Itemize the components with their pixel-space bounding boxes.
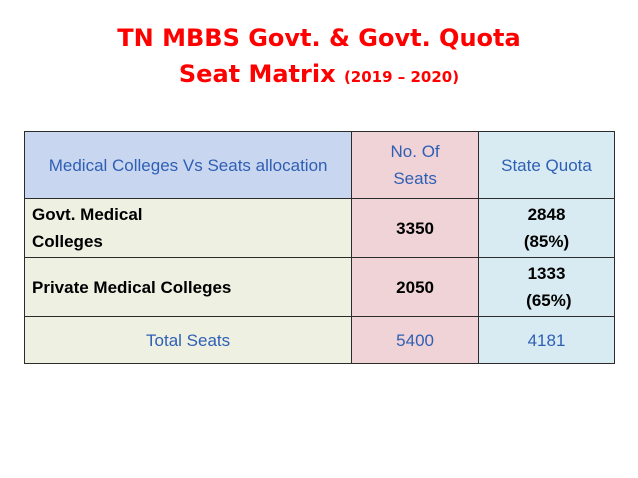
table-header-row: Medical Colleges Vs Seats allocation No.…: [23, 131, 616, 199]
header-quota: State Quota: [477, 131, 616, 199]
slide-title: TN MBBS Govt. & Govt. Quota: [117, 24, 521, 52]
header-seats-line1: No. Of: [390, 142, 440, 161]
subtitle-years: (2019 – 2020): [343, 68, 460, 86]
row-seats-govt: 3350: [351, 198, 479, 258]
total-quota: 4181: [477, 316, 616, 364]
total-seats: 5400: [351, 316, 479, 364]
row-quota-percent: (65%): [521, 291, 572, 310]
row-label-line2: Colleges: [32, 232, 103, 251]
row-label-private: Private Medical Colleges: [23, 257, 353, 317]
row-quota-value: 2848: [527, 205, 566, 224]
row-quota-private: 1333 (65%): [477, 257, 616, 317]
table-row: Govt. Medical Colleges 3350 2848 (85%): [23, 198, 616, 258]
table-total-row: Total Seats 5400 4181: [23, 316, 616, 364]
row-quota-percent: (85%): [523, 232, 570, 251]
seat-matrix-table: Medical Colleges Vs Seats allocation No.…: [23, 131, 616, 364]
header-seats-line2: Seats: [393, 169, 437, 188]
header-seats: No. Of Seats: [351, 131, 479, 199]
table-row: Private Medical Colleges 2050 1333 (65%): [23, 257, 616, 317]
row-seats-private: 2050: [351, 257, 479, 317]
row-quota-govt: 2848 (85%): [477, 198, 616, 258]
subtitle-text: Seat Matrix: [178, 60, 336, 88]
total-label: Total Seats: [23, 316, 353, 364]
row-quota-value: 1333: [527, 264, 566, 283]
slide-subtitle: Seat Matrix (2019 – 2020): [0, 60, 638, 88]
header-category: Medical Colleges Vs Seats allocation: [23, 131, 353, 199]
row-label-govt: Govt. Medical Colleges: [23, 198, 353, 258]
row-label-line1: Govt. Medical: [32, 205, 143, 224]
